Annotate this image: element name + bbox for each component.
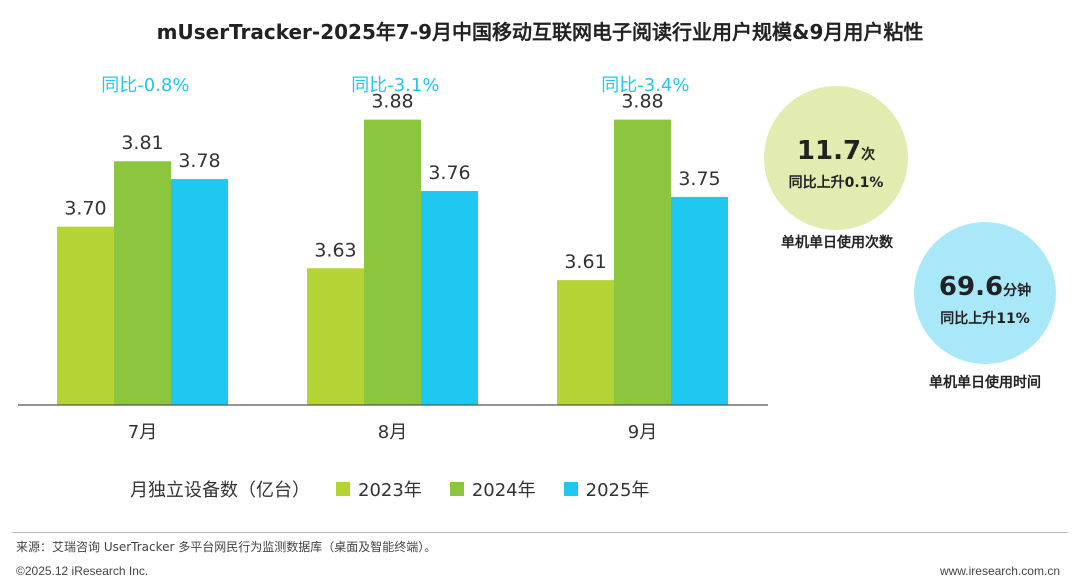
- value-label-2023年-7月: 3.70: [64, 198, 106, 220]
- frequency-label: 单机单日使用次数: [781, 235, 893, 251]
- legend-swatch-2024: [449, 482, 464, 496]
- bar-2025年-8月: [421, 190, 478, 405]
- legend-item-2023: 2023年: [336, 476, 422, 502]
- duration-unit: 分钟: [1003, 283, 1032, 299]
- x-tick-label-8月: 8月: [378, 422, 407, 443]
- bar-chart: 3.70 3.81 3.78 同比-0.8% 7月 3.63 3.88 3.76 同比-3.1%…: [18, 75, 768, 443]
- copyright: ©2025.12 iResearch Inc.: [16, 564, 149, 578]
- bar-2025年-9月: [671, 196, 728, 405]
- footer-divider: [12, 532, 1068, 533]
- yoy-label-8月: 同比-3.1%: [351, 75, 439, 96]
- frequency-bubble: 11.7次 同比上升0.1%: [764, 86, 908, 230]
- legend-item-2025: 2025年: [563, 476, 650, 502]
- legend-label-2024: 2024年: [471, 480, 536, 501]
- value-label-2025年-7月: 3.78: [178, 150, 220, 172]
- website: www.iresearch.com.cn: [939, 564, 1060, 578]
- y-axis-label: 月独立设备数（亿台）: [130, 480, 310, 501]
- legend-label-2025: 2025年: [585, 480, 650, 501]
- yoy-label-7月: 同比-0.8%: [101, 75, 189, 96]
- value-label-2024年-7月: 3.81: [121, 132, 163, 154]
- value-label-2023年-8月: 3.63: [314, 239, 356, 261]
- legend-swatch-2025: [563, 482, 578, 496]
- duration-bubble: 69.6分钟 同比上升11%: [914, 222, 1056, 364]
- bar-2023年-7月: [57, 226, 114, 405]
- duration-value: 69.6: [938, 272, 1004, 302]
- duration-change: 同比上升11%: [940, 311, 1030, 327]
- bar-2025年-7月: [171, 179, 228, 405]
- value-label-2024年-8月: 3.88: [371, 91, 413, 113]
- legend-label-2023: 2023年: [358, 480, 422, 501]
- chart-title: mUserTracker-2025年7-9月中国移动互联网电子阅读行业用户规模&…: [156, 20, 924, 44]
- legend-swatch-2023: [336, 482, 350, 496]
- yoy-label-9月: 同比-3.4%: [601, 75, 689, 96]
- x-tick-label-7月: 7月: [128, 422, 157, 443]
- bar-2023年-9月: [557, 280, 614, 405]
- source-note: 来源：艾瑞咨询 UserTracker 多平台网民行为监测数据库（桌面及智能终端…: [16, 540, 437, 554]
- value-label-2023年-9月: 3.61: [564, 251, 606, 273]
- bar-2024年-9月: [614, 119, 671, 406]
- frequency-value: 11.7: [796, 136, 862, 166]
- value-label-2025年-9月: 3.75: [678, 168, 720, 190]
- frequency-unit: 次: [861, 147, 876, 163]
- duration-label: 单机单日使用时间: [929, 375, 1041, 391]
- bar-2024年-8月: [364, 119, 421, 406]
- value-label-2025年-8月: 3.76: [428, 162, 470, 184]
- bar-2023年-8月: [307, 268, 364, 405]
- legend-item-2024: 2024年: [449, 476, 536, 502]
- bar-2024年-7月: [114, 161, 171, 405]
- frequency-change: 同比上升0.1%: [788, 175, 884, 191]
- value-label-2024年-9月: 3.88: [621, 91, 663, 113]
- legend: 月独立设备数（亿台） 2023年 2024年 2025年: [130, 476, 677, 502]
- x-tick-label-9月: 9月: [628, 422, 657, 443]
